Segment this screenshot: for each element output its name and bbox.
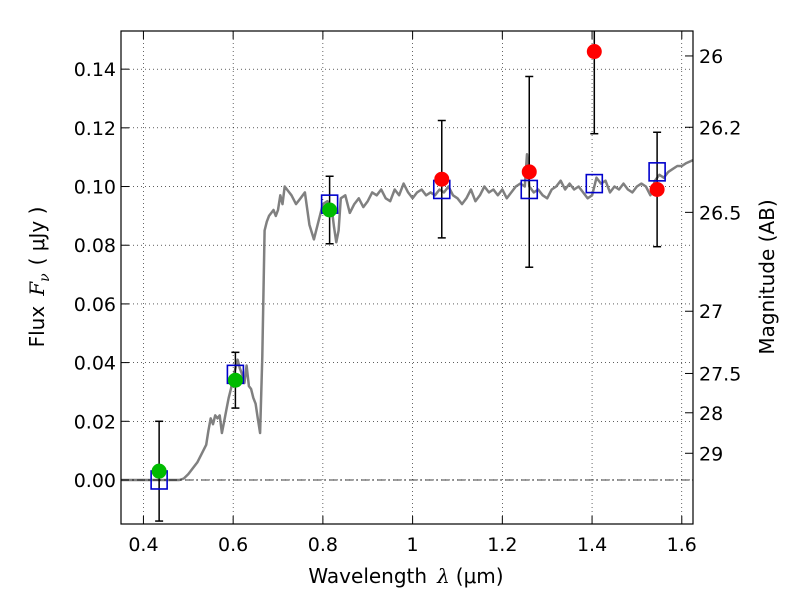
grid-lines xyxy=(121,31,693,524)
y-tick-label: 0.14 xyxy=(74,59,116,81)
y-tick-label: 0.00 xyxy=(74,470,116,492)
model-photometry-markers xyxy=(150,162,666,490)
error-bars xyxy=(155,31,662,522)
plot-frame xyxy=(120,30,694,525)
y-tick-label: 0.12 xyxy=(74,118,116,140)
detection-dot xyxy=(649,181,665,197)
model-photometry-square xyxy=(585,173,604,194)
spectrum-line xyxy=(121,152,694,482)
magnitude-tick-label: 28 xyxy=(699,403,723,425)
magnitude-tick-label: 29 xyxy=(699,443,723,465)
x-axis-title-symbol: λ xyxy=(436,564,450,588)
y-tick-label: 0.10 xyxy=(74,177,116,199)
magnitude-axis-ticks: 26 26.2 26.5 27 27.5 28 29 xyxy=(685,46,741,465)
y-axis-title-symbol: F xyxy=(25,281,49,297)
magnitude-tick-label: 27.5 xyxy=(699,363,741,385)
x-tick-label: 0.8 xyxy=(308,534,338,556)
magnitude-tick-label: 26.5 xyxy=(699,202,741,224)
detection-dot xyxy=(521,164,537,180)
magnitude-tick-label: 26 xyxy=(699,46,723,68)
y-axis-title-subscript: ν xyxy=(37,273,53,282)
y-axis-title-unit: ( μJy ) xyxy=(25,207,49,266)
detection-markers xyxy=(151,44,665,479)
spectrum-layer xyxy=(121,152,694,482)
x-axis-title-unit: (μm) xyxy=(456,564,504,588)
model-photometry-square xyxy=(520,179,539,200)
x-tick-label: 1.2 xyxy=(487,534,517,556)
detection-dot xyxy=(586,44,602,60)
x-tick-label: 1 xyxy=(407,534,419,556)
detection-dot xyxy=(151,463,167,479)
x-axis-title: Wavelength λ (μm) xyxy=(308,564,503,588)
y-tick-label: 0.08 xyxy=(74,235,116,257)
y-tick-label: 0.06 xyxy=(74,294,116,316)
y-tick-label: 0.02 xyxy=(74,411,116,433)
x-tick-label: 1.6 xyxy=(667,534,697,556)
y-tick-label: 0.04 xyxy=(74,353,116,375)
magnitude-axis-title: Magnitude (AB) xyxy=(755,199,779,354)
x-tick-label: 0.4 xyxy=(128,534,158,556)
model-photometry-square xyxy=(648,162,666,182)
magnitude-tick-label: 26.2 xyxy=(699,117,741,139)
magnitude-tick-label: 27 xyxy=(699,301,723,323)
detection-dot xyxy=(322,202,338,218)
detection-dot xyxy=(434,171,450,187)
x-tick-label: 0.6 xyxy=(218,534,248,556)
x-axis-title-prefix: Wavelength xyxy=(308,564,427,588)
y-axis-title-prefix: Flux xyxy=(25,306,49,348)
detection-dot xyxy=(227,372,243,388)
y-axis-ticks: 0.00 0.02 0.04 0.06 0.08 0.10 0.12 0.14 xyxy=(74,59,129,492)
x-axis-ticks: 0.4 0.6 0.8 1 1.2 1.4 1.6 xyxy=(128,31,697,556)
x-tick-label: 1.4 xyxy=(577,534,607,556)
y-axis-title: Flux Fν ( μJy ) xyxy=(25,207,53,348)
